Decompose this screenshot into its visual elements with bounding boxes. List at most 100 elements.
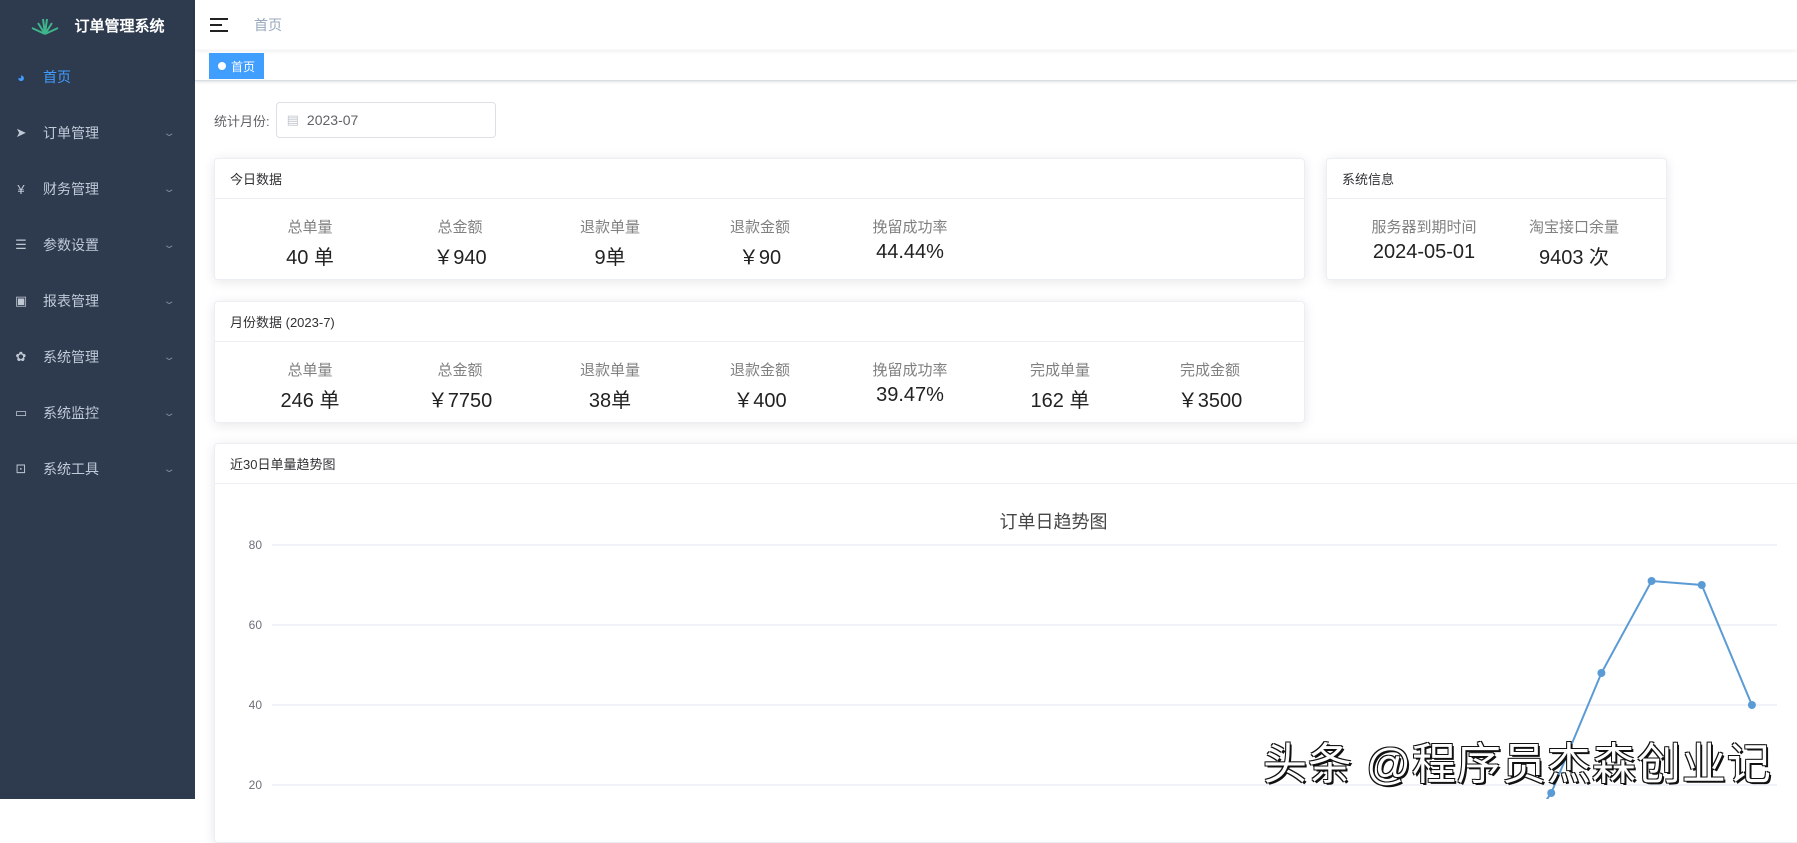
stat-item: 总金额 ￥940	[385, 216, 535, 270]
sliders-icon: ☰	[15, 237, 27, 252]
watermark: 头条 @程序员杰森创业记	[1263, 740, 1772, 789]
month-value: 2023-07	[306, 112, 359, 128]
stat-value: 162 单	[1030, 390, 1090, 412]
stat-item: 总金额 ￥7750	[385, 359, 535, 413]
stat-label: 总金额	[437, 362, 483, 379]
month-picker[interactable]: ▤ 2023-07	[275, 102, 496, 138]
stat-value: 9403 次	[1538, 247, 1610, 269]
sidebar-item-label: 系统工具	[43, 461, 99, 477]
toolbox-icon: ⊡	[15, 461, 27, 476]
sidebar-item-3[interactable]: ☰ 参数设置 ⌄	[0, 217, 195, 273]
stat-value: ￥90	[738, 247, 782, 269]
stat-label: 总单量	[287, 219, 333, 236]
main-area: 首页 首页 统计月份: ▤ 2023-07 今日数据 总单量 40 单总金额 ￥94…	[195, 0, 1797, 843]
month-card: 月份数据 (2023-7) 总单量 246 单 总金额 ￥7750 退款单量 38单 退款金…	[214, 301, 1305, 423]
stat-item: 完成单量 162 单	[985, 359, 1135, 413]
stat-label: 挽留成功率	[872, 362, 948, 379]
stat-value: ￥3500	[1177, 390, 1243, 412]
stat-label: 退款单量	[579, 219, 640, 236]
stat-value: ￥400	[733, 390, 787, 412]
stat-label: 总金额	[437, 219, 483, 236]
stat-item: 服务器到期时间 2024-05-01	[1349, 216, 1499, 264]
stat-value: 44.44%	[876, 241, 944, 263]
chevron-down-icon: ⌄	[162, 239, 176, 251]
logo-icon	[32, 18, 59, 35]
stat-label: 总单量	[287, 362, 333, 379]
tags-view: 首页	[195, 50, 1797, 81]
paper-plane-icon: ➤	[15, 125, 27, 140]
stat-value: 2024-05-01	[1372, 241, 1476, 263]
sidebar-item-1[interactable]: ➤ 订单管理 ⌄	[0, 105, 195, 161]
card-title: 近30日单量趋势图	[215, 444, 1797, 484]
stat-label: 退款单量	[579, 362, 640, 379]
dashboard-icon: ◕	[17, 69, 25, 85]
stat-item: 总单量 246 单	[235, 359, 385, 413]
stat-item: 总单量 40 单	[235, 216, 385, 270]
logo[interactable]: 订单管理系统	[0, 0, 195, 50]
stat-item: 挽留成功率 44.44%	[835, 216, 985, 264]
trend-card: 近30日单量趋势图	[214, 443, 1797, 843]
card-title: 月份数据 (2023-7)	[215, 302, 1304, 342]
chevron-down-icon: ⌄	[162, 183, 176, 195]
sidebar-item-label: 报表管理	[43, 293, 99, 309]
gear-icon: ✿	[15, 349, 27, 364]
monitor-icon: ▭	[14, 405, 28, 420]
card-title: 系统信息	[1327, 159, 1666, 199]
stat-value: ￥940	[433, 247, 487, 269]
stat-label: 服务器到期时间	[1371, 219, 1477, 236]
stat-value: 9单	[594, 247, 626, 269]
chart-image-icon: ▣	[14, 293, 28, 308]
hamburger-icon[interactable]	[210, 18, 228, 32]
stat-item: 完成金额 ￥3500	[1135, 359, 1285, 413]
chevron-down-icon: ⌄	[162, 127, 176, 139]
chart-title: 订单日趋势图	[999, 512, 1108, 532]
app-title: 订单管理系统	[74, 17, 165, 35]
card-title: 今日数据	[215, 159, 1304, 199]
stat-item: 退款单量 9单	[535, 216, 685, 270]
stat-value: ￥7750	[427, 390, 493, 412]
today-card: 今日数据 总单量 40 单 总金额 ￥940 退款单量 9单 退款金额 ￥90 挽留成功率 44.…	[214, 158, 1305, 280]
tag-label: 首页	[231, 59, 256, 74]
sidebar-item-label: 首页	[43, 69, 71, 85]
stat-item: 退款金额 ￥90	[685, 216, 835, 270]
stat-label: 淘宝接口余量	[1528, 219, 1619, 236]
chevron-down-icon: ⌄	[162, 407, 176, 419]
yen-icon: ¥	[17, 181, 25, 197]
sidebar-item-label: 参数设置	[43, 237, 99, 253]
sidebar-item-4[interactable]: ▣ 报表管理 ⌄	[0, 273, 195, 329]
calendar-icon: ▤	[286, 112, 299, 127]
sidebar-item-label: 系统管理	[43, 349, 99, 365]
month-filter: 统计月份: ▤ 2023-07	[214, 102, 496, 138]
stat-item: 退款金额 ￥400	[685, 359, 835, 413]
sidebar-item-2[interactable]: ¥ 财务管理 ⌄	[0, 161, 195, 217]
sidebar-item-label: 订单管理	[43, 125, 99, 141]
stat-label: 完成单量	[1029, 362, 1090, 379]
stat-value: 39.47%	[876, 384, 944, 406]
sidebar: 订单管理系统 ◕ 首页 ➤ 订单管理 ⌄ ¥ 财务管理 ⌄ ☰ 参数设置 ⌄ ▣ 报表管理 ⌄ ✿ 系统管理 ⌄…	[0, 0, 195, 799]
navbar: 首页	[195, 0, 1797, 50]
stat-label: 挽留成功率	[872, 219, 948, 236]
chevron-down-icon: ⌄	[162, 463, 176, 475]
stat-label: 退款金额	[729, 362, 790, 379]
tag-dot-icon	[218, 62, 226, 70]
chevron-down-icon: ⌄	[162, 295, 176, 307]
stat-label: 退款金额	[729, 219, 790, 236]
stat-value: 38单	[588, 390, 632, 412]
filter-label: 统计月份:	[214, 113, 270, 129]
stat-label: 完成金额	[1179, 362, 1240, 379]
system-info-card: 系统信息 服务器到期时间 2024-05-01 淘宝接口余量 9403 次	[1326, 158, 1667, 280]
sidebar-item-label: 系统监控	[43, 405, 99, 421]
stat-item: 退款单量 38单	[535, 359, 685, 413]
breadcrumb: 首页	[254, 17, 282, 33]
stat-item: 淘宝接口余量 9403 次	[1499, 216, 1649, 270]
stat-value: 40 单	[286, 247, 334, 269]
stat-item: 挽留成功率 39.47%	[835, 359, 985, 407]
tag-home[interactable]: 首页	[209, 53, 265, 79]
sidebar-item-0[interactable]: ◕ 首页	[0, 49, 195, 105]
sidebar-item-label: 财务管理	[43, 181, 99, 197]
sidebar-item-7[interactable]: ⊡ 系统工具 ⌄	[0, 441, 195, 497]
sidebar-item-6[interactable]: ▭ 系统监控 ⌄	[0, 385, 195, 441]
sidebar-item-5[interactable]: ✿ 系统管理 ⌄	[0, 329, 195, 385]
stat-value: 246 单	[280, 390, 340, 412]
chevron-down-icon: ⌄	[162, 351, 176, 363]
